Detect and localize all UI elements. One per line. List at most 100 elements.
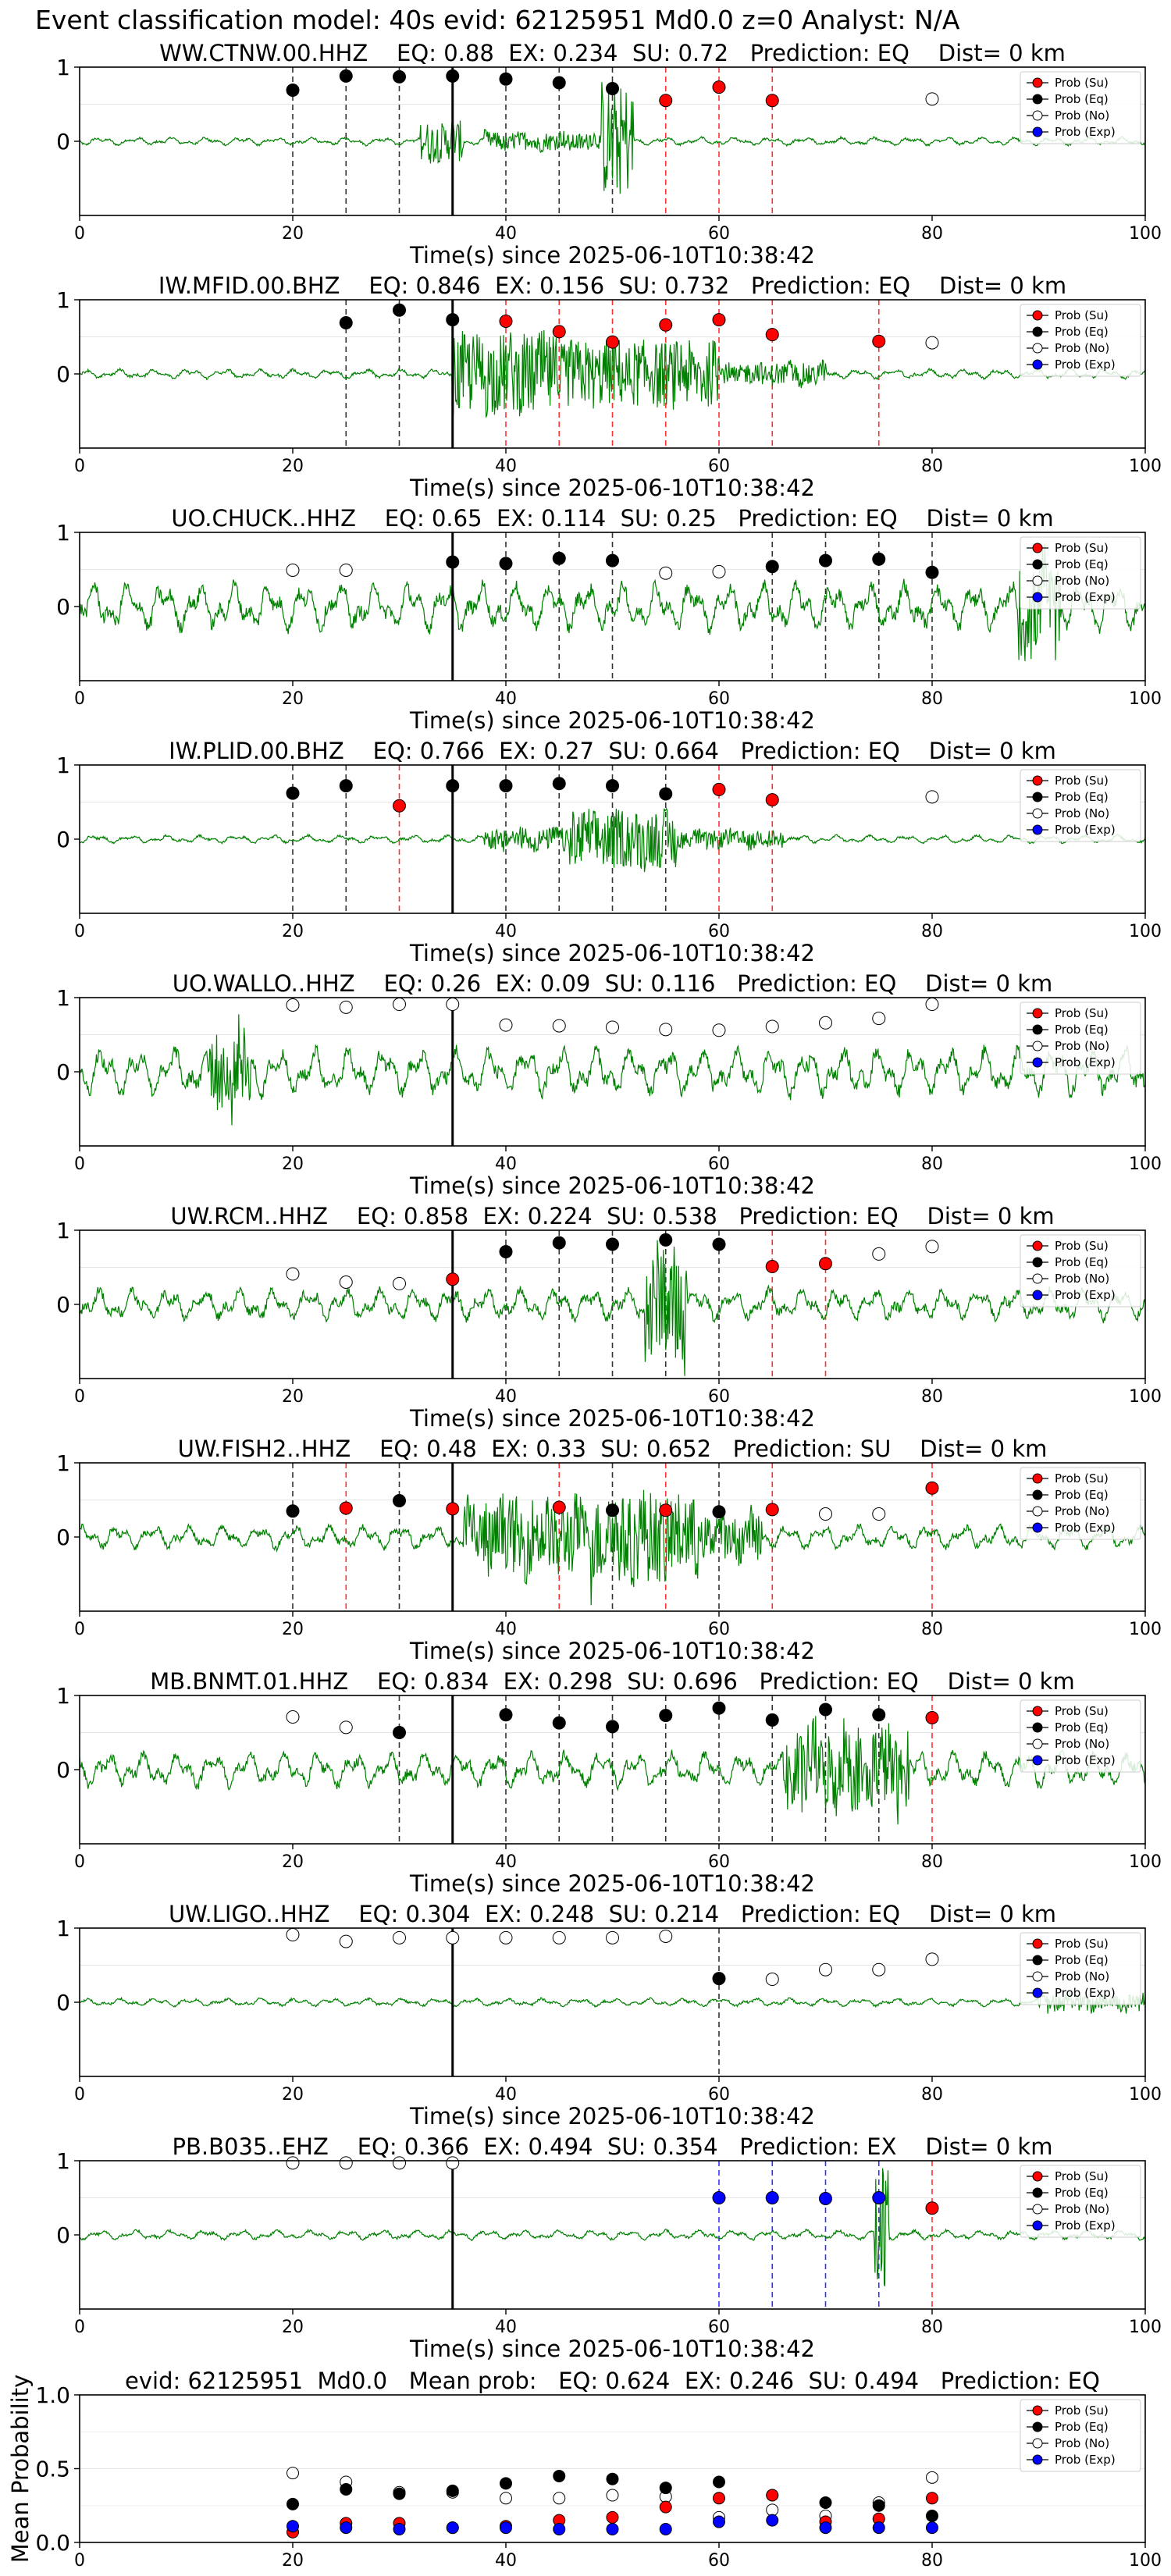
marker-eq bbox=[659, 1233, 673, 1247]
y-tick-label: 0 bbox=[56, 1525, 70, 1550]
x-tick-label: 100 bbox=[1129, 224, 1162, 244]
legend-label: Prob (No) bbox=[1055, 1039, 1109, 1053]
x-tick-label: 60 bbox=[708, 457, 730, 476]
y-tick-label: 1 bbox=[56, 2148, 70, 2174]
x-tick-label: 60 bbox=[708, 1387, 730, 1407]
marker-su bbox=[712, 80, 726, 94]
legend-marker-su bbox=[1032, 1008, 1043, 1019]
marker-eq bbox=[713, 2475, 725, 2489]
legend-marker-eq bbox=[1032, 94, 1043, 105]
marker-exp bbox=[713, 2515, 725, 2528]
legend-marker-exp bbox=[1032, 126, 1043, 137]
marker-eq bbox=[552, 1236, 566, 1250]
x-tick-label: 80 bbox=[921, 224, 943, 244]
legend-marker-no bbox=[1032, 1738, 1043, 1749]
x-tick-label: 100 bbox=[1129, 2551, 1162, 2571]
marker-exp bbox=[819, 2191, 832, 2205]
x-tick-label: 20 bbox=[282, 922, 304, 941]
panel-title: evid: 62125951 Md0.0 Mean prob: EQ: 0.62… bbox=[125, 2368, 1100, 2394]
y-tick-label: 1 bbox=[56, 1916, 70, 1941]
legend-marker-exp bbox=[1032, 2454, 1043, 2465]
legend-label: Prob (Exp) bbox=[1055, 1521, 1116, 1535]
panel-title: MB.BNMT.01.HHZ EQ: 0.834 EX: 0.298 SU: 0… bbox=[150, 1668, 1074, 1695]
x-tick-label: 40 bbox=[495, 1852, 517, 1872]
marker-eq bbox=[339, 69, 353, 83]
legend-marker-eq bbox=[1032, 1955, 1043, 1966]
y-tick-label: 1 bbox=[56, 55, 70, 80]
marker-eq bbox=[446, 69, 460, 83]
marker-su bbox=[393, 799, 406, 813]
marker-su bbox=[552, 1500, 566, 1514]
legend-label: Prob (Exp) bbox=[1055, 1753, 1116, 1767]
marker-no bbox=[393, 1930, 406, 1944]
legend-label: Prob (Exp) bbox=[1055, 1986, 1116, 2000]
legend-label: Prob (Exp) bbox=[1055, 125, 1116, 139]
station-panel-9: UW.LIGO..HHZ EQ: 0.304 EX: 0.248 SU: 0.2… bbox=[56, 1901, 1162, 2129]
marker-su bbox=[552, 325, 566, 339]
station-panel-2: IW.MFID.00.BHZ EQ: 0.846 EX: 0.156 SU: 0… bbox=[56, 272, 1162, 501]
marker-su bbox=[499, 315, 513, 329]
marker-eq bbox=[872, 552, 886, 566]
marker-su bbox=[925, 1481, 939, 1495]
legend-box bbox=[1020, 304, 1141, 377]
legend-label: Prob (No) bbox=[1055, 2202, 1109, 2216]
marker-exp bbox=[872, 2191, 886, 2204]
marker-no bbox=[339, 1276, 353, 1289]
marker-no bbox=[872, 1507, 886, 1521]
marker-no bbox=[393, 998, 406, 1012]
x-tick-label: 20 bbox=[282, 1155, 304, 1174]
panel-title: UO.WALLO..HHZ EQ: 0.26 EX: 0.09 SU: 0.11… bbox=[173, 970, 1053, 997]
marker-eq bbox=[393, 1493, 406, 1507]
legend-label: Prob (No) bbox=[1055, 109, 1109, 123]
y-tick-label: 0.0 bbox=[35, 2530, 70, 2556]
marker-no bbox=[499, 1018, 513, 1032]
legend-marker-su bbox=[1032, 543, 1043, 553]
marker-no bbox=[286, 1928, 300, 1942]
x-tick-label: 40 bbox=[495, 2551, 517, 2571]
marker-eq bbox=[499, 1708, 513, 1722]
x-tick-label: 0 bbox=[74, 1155, 85, 1174]
x-tick-label: 40 bbox=[495, 922, 517, 941]
legend-label: Prob (Su) bbox=[1055, 2169, 1109, 2183]
figure-title: Event classification model: 40s evid: 62… bbox=[35, 5, 960, 35]
marker-no bbox=[446, 1930, 460, 1944]
legend-marker-eq bbox=[1032, 1257, 1043, 1268]
x-tick-label: 0 bbox=[74, 224, 85, 244]
x-tick-label: 80 bbox=[921, 457, 943, 476]
legend-label: Prob (Exp) bbox=[1055, 1055, 1116, 1069]
legend-marker-eq bbox=[1032, 2187, 1043, 2198]
legend-marker-no bbox=[1032, 2204, 1043, 2215]
marker-eq bbox=[340, 2482, 353, 2496]
legend-marker-eq bbox=[1032, 1722, 1043, 1733]
x-tick-label: 60 bbox=[708, 922, 730, 941]
panel-title: UW.FISH2..HHZ EQ: 0.48 EX: 0.33 SU: 0.65… bbox=[178, 1436, 1048, 1462]
legend-marker-no bbox=[1032, 1273, 1043, 1284]
marker-no bbox=[872, 1962, 886, 1976]
waveform-trace bbox=[79, 543, 1146, 662]
station-panel-1: WW.CTNW.00.HHZ EQ: 0.88 EX: 0.234 SU: 0.… bbox=[56, 40, 1162, 269]
legend-marker-no bbox=[1032, 808, 1043, 819]
marker-su bbox=[606, 335, 619, 349]
marker-exp bbox=[765, 2191, 779, 2204]
marker-eq bbox=[286, 786, 300, 800]
x-tick-label: 0 bbox=[74, 1852, 85, 1872]
marker-eq bbox=[872, 2499, 885, 2512]
marker-su bbox=[765, 1260, 779, 1274]
x-tick-label: 60 bbox=[708, 2551, 730, 2571]
marker-no bbox=[446, 998, 460, 1012]
x-tick-label: 80 bbox=[921, 2318, 943, 2337]
station-panel-3: UO.CHUCK..HHZ EQ: 0.65 EX: 0.114 SU: 0.2… bbox=[56, 505, 1162, 734]
marker-eq bbox=[819, 2496, 832, 2509]
marker-su bbox=[659, 2500, 672, 2514]
x-axis-label: Time(s) since 2025-06-10T10:38:42 bbox=[409, 1405, 815, 1432]
marker-no bbox=[393, 1276, 406, 1290]
marker-no bbox=[286, 563, 300, 577]
marker-no bbox=[552, 1930, 566, 1944]
marker-su bbox=[926, 2492, 938, 2505]
legend-label: Prob (No) bbox=[1055, 1272, 1109, 1286]
x-axis-label: Time(s) since 2025-06-10T10:38:42 bbox=[409, 2103, 815, 2129]
y-tick-label: 0 bbox=[56, 1990, 70, 2016]
legend-marker-exp bbox=[1032, 592, 1043, 603]
legend-box bbox=[1020, 71, 1141, 144]
legend-label: Prob (No) bbox=[1055, 1504, 1109, 1518]
